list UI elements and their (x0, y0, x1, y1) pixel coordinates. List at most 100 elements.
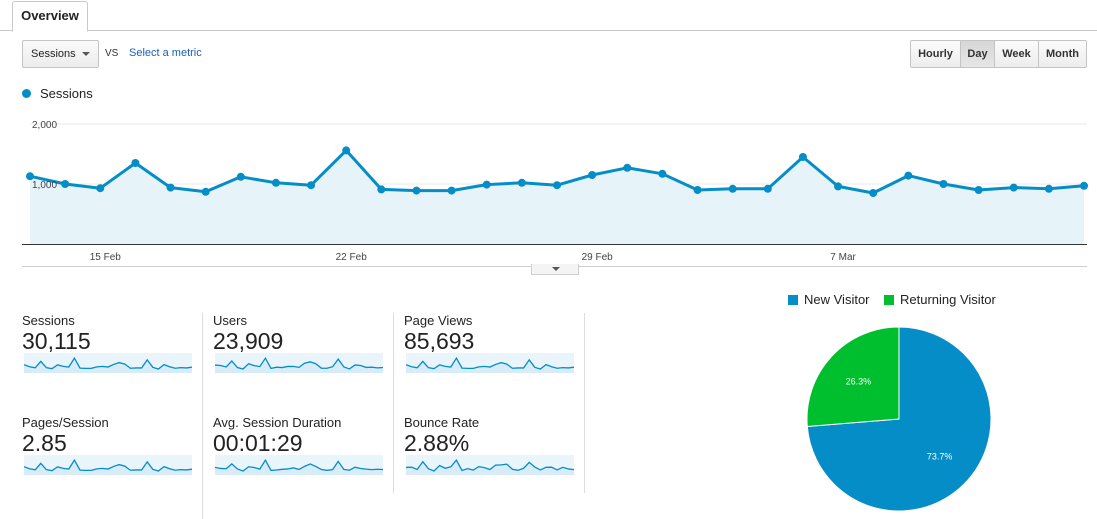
data-point (763, 184, 772, 193)
sparkline (24, 353, 192, 373)
week-button[interactable]: Week (995, 41, 1039, 67)
pie-legend-new-visitor[interactable]: New Visitor (788, 292, 870, 307)
scorecard-divider (393, 313, 394, 493)
sparkline-area (24, 460, 192, 475)
metric-select[interactable]: Sessions (22, 40, 99, 68)
y-tick-label: 1,000 (32, 180, 57, 191)
data-point (974, 186, 983, 194)
sessions-line-chart: 1,000 2,000 15 Feb 22 Feb 29 Feb 7 Mar (22, 120, 1088, 267)
data-point (61, 180, 70, 188)
scorecard-value: 23,909 (213, 328, 284, 354)
data-point (201, 187, 210, 196)
day-button[interactable]: Day (961, 41, 995, 67)
sparkline-line (215, 356, 383, 370)
data-point (412, 186, 421, 195)
y-tick-label: 2,000 (32, 120, 57, 131)
data-point (693, 186, 702, 194)
visitor-type-pie-chart: 73.7% 26.3% (806, 326, 992, 512)
data-point (517, 178, 526, 187)
tab-overview[interactable]: Overview (12, 1, 88, 32)
data-point (271, 178, 280, 187)
data-point (939, 180, 948, 188)
scorecard-value: 85,693 (404, 328, 475, 354)
chart-legend: Sessions (22, 86, 93, 101)
data-point (798, 153, 807, 161)
data-point (307, 181, 316, 190)
data-point (869, 189, 878, 197)
scorecard-page-views: Page Views 85,693 (404, 313, 584, 403)
data-point (236, 172, 245, 181)
scorecard-value: 30,115 (22, 328, 91, 354)
sparkline (24, 455, 192, 475)
chart-collapse-toggle[interactable] (531, 264, 579, 275)
sparkline-line (215, 458, 383, 472)
scorecard-value: 2.85 (22, 430, 67, 456)
data-point (131, 159, 140, 167)
data-point (553, 181, 561, 190)
data-point (1009, 183, 1018, 192)
tab-bar: Overview (0, 0, 1097, 32)
sparkline-area (24, 358, 192, 373)
chevron-down-icon (82, 52, 90, 56)
data-point (623, 163, 632, 172)
scorecard-sessions: Sessions 30,115 (22, 313, 202, 403)
data-point (166, 183, 175, 192)
scorecard-users: Users 23,909 (213, 313, 393, 403)
scorecard-value: 2.88% (404, 430, 470, 456)
data-point (588, 171, 597, 179)
sparkline-line (406, 459, 574, 472)
scorecard-bounce-rate: Bounce Rate 2.88% (404, 415, 584, 505)
scorecard-label: Page Views (404, 313, 473, 328)
x-tick-label: 7 Mar (830, 252, 856, 263)
scorecard-divider (584, 313, 585, 493)
data-point (377, 185, 386, 194)
x-tick-label: 22 Feb (336, 252, 368, 263)
sparkline (406, 353, 574, 373)
data-point (482, 180, 491, 189)
pie-legend-returning-visitor[interactable]: Returning Visitor (884, 292, 996, 307)
legend-label-sessions: Sessions (40, 86, 93, 101)
month-button[interactable]: Month (1039, 41, 1086, 67)
sparkline-line (24, 356, 192, 370)
sparkline (406, 455, 574, 475)
pie-slice-label: 26.3% (846, 377, 872, 387)
legend-dot-icon (22, 89, 31, 98)
scorecard-avg-session-duration: Avg. Session Duration 00:01:29 (213, 415, 393, 505)
caret-down-icon (552, 267, 560, 271)
data-point (447, 186, 456, 195)
x-tick-label: 29 Feb (582, 252, 614, 263)
pie-slice-label: 73.7% (927, 451, 953, 461)
sparkline-area (215, 460, 383, 475)
data-point (1044, 184, 1053, 193)
scorecard-value: 00:01:29 (213, 430, 303, 456)
scorecard-label: Users (213, 313, 247, 328)
data-point (1080, 181, 1088, 190)
area-fill (30, 150, 1084, 244)
legend-swatch-icon (884, 294, 894, 305)
legend-swatch-icon (788, 294, 798, 305)
data-point (834, 182, 843, 191)
scorecard-divider (202, 313, 203, 519)
sparkline (215, 455, 383, 475)
sparkline-area (215, 358, 383, 373)
pie-slice (806, 326, 900, 428)
sparkline-line (406, 356, 574, 370)
data-point (904, 171, 913, 180)
data-point (26, 172, 34, 181)
x-tick-label: 15 Feb (90, 252, 122, 263)
sparkline-area (406, 358, 574, 373)
sparkline-line (24, 458, 192, 472)
scorecard-pages-per-session: Pages/Session 2.85 (22, 415, 202, 505)
time-range-toggle: Hourly Day Week Month (910, 40, 1087, 68)
pie-legend-label: New Visitor (804, 292, 870, 307)
data-point (96, 184, 105, 193)
hourly-button[interactable]: Hourly (911, 41, 961, 67)
scorecard-label: Avg. Session Duration (213, 415, 342, 430)
select-metric-link[interactable]: Select a metric (129, 47, 202, 59)
scorecard-label: Pages/Session (22, 415, 109, 430)
data-point (658, 169, 667, 178)
scorecard-label: Bounce Rate (404, 415, 480, 430)
data-point (342, 146, 351, 155)
scorecard-label: Sessions (22, 313, 75, 328)
vs-label: VS (105, 48, 119, 59)
